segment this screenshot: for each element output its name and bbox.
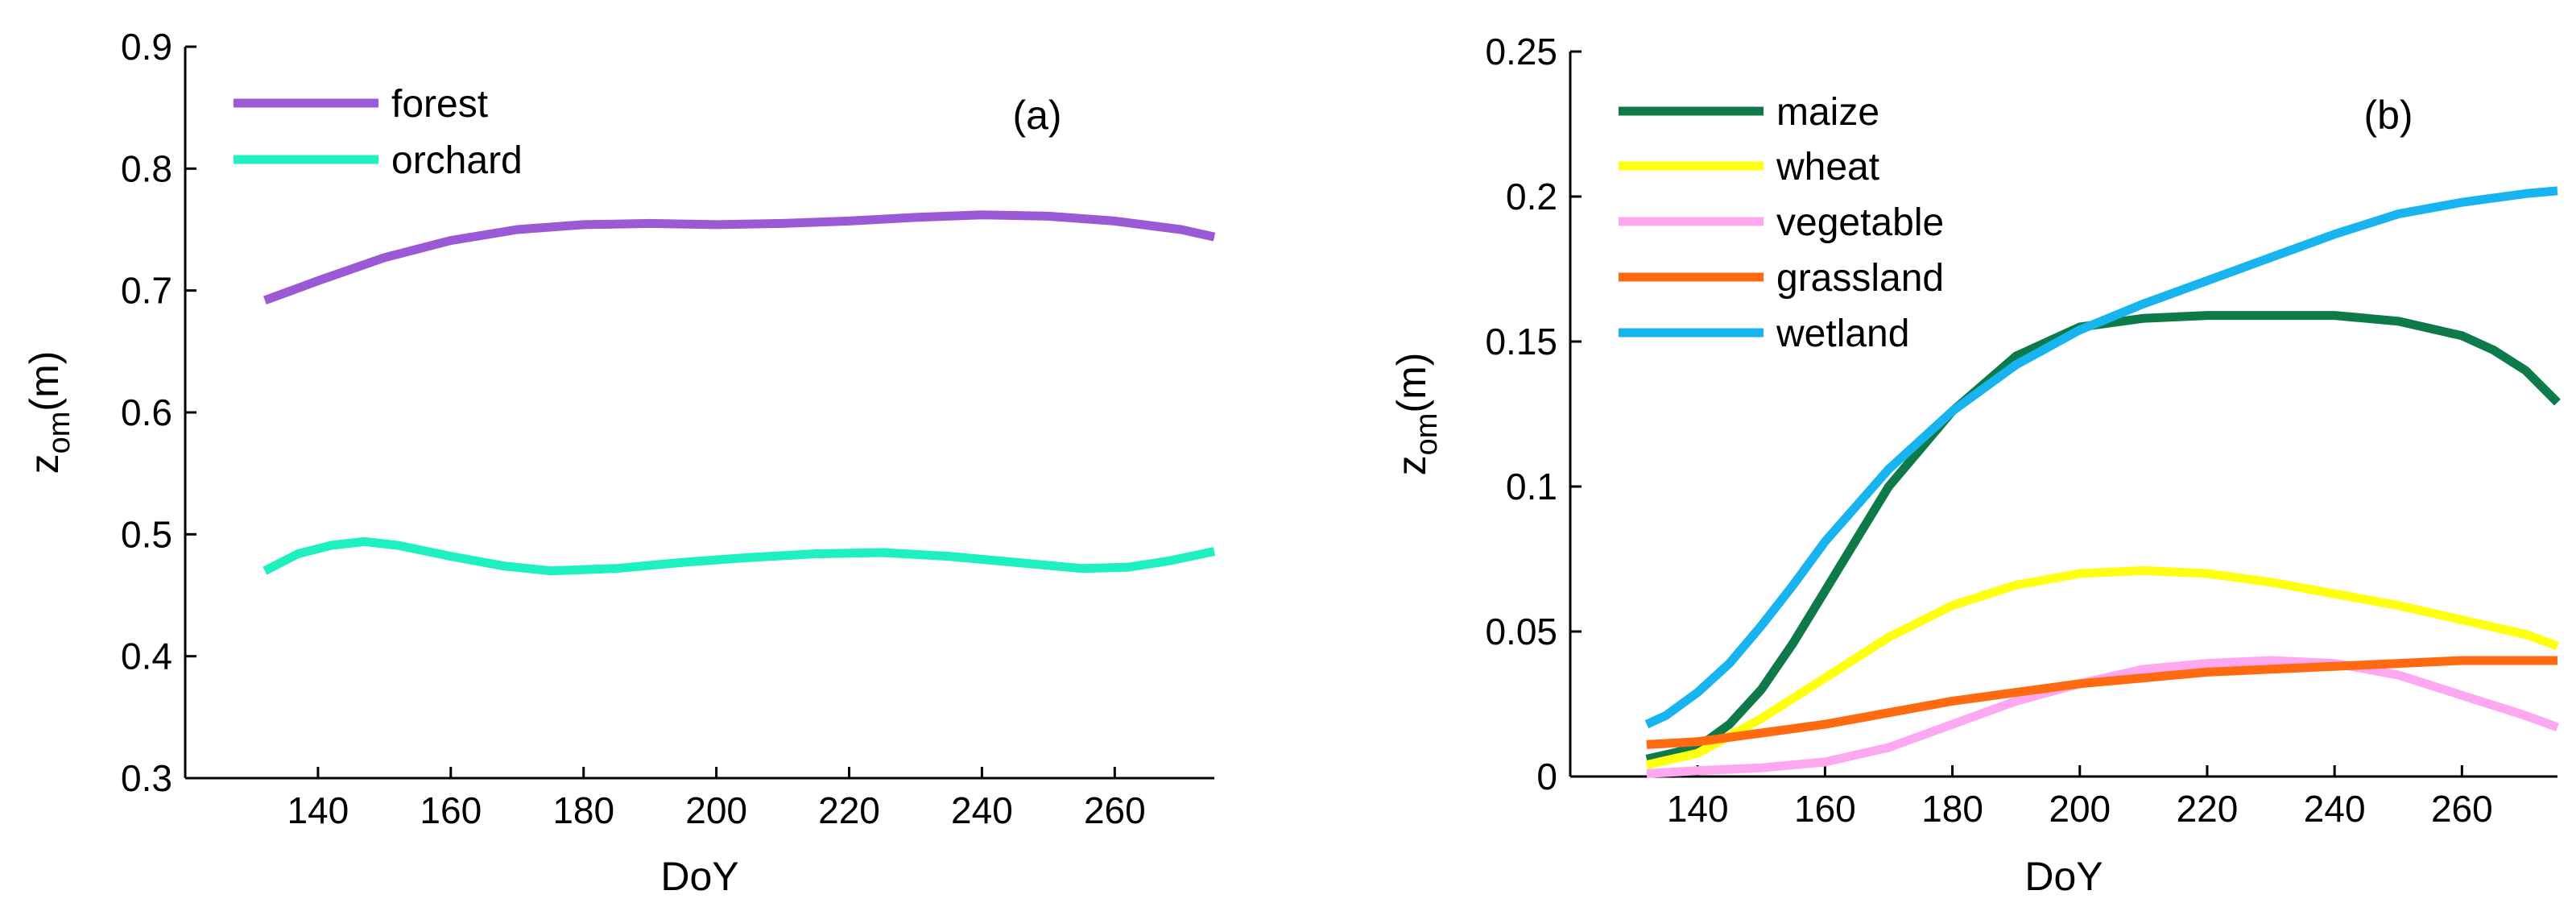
panel-b-label: (b) <box>2363 93 2413 138</box>
panel-b-xtick-label: 220 <box>2177 788 2239 830</box>
series-maize <box>1645 311 2561 764</box>
panel-a-ylabel: zom(m) <box>22 351 76 474</box>
panel-a-x-ticks: 140 160 180 200 220 240 260 <box>287 767 1146 831</box>
panel-b-ytick-label: 0.25 <box>1485 31 1557 72</box>
panel-a-ytick-label: 0.8 <box>121 147 172 189</box>
panel-b-xtick-label: 140 <box>1667 788 1729 830</box>
panel-a-xlabel: DoY <box>660 854 738 899</box>
panel-b-xtick-label: 200 <box>2049 788 2111 830</box>
panel-a-label: (a) <box>1012 93 1061 138</box>
series-wheat <box>1645 565 2559 769</box>
panel-b: 0 0.05 0.1 0.15 0.2 0.25 140 160 180 200 220 240 26… <box>1389 31 2561 899</box>
series-orchard <box>263 536 1216 576</box>
legend-label-orchard: orchard <box>391 139 523 182</box>
panel-a-ytick-label: 0.6 <box>121 391 172 433</box>
panel-a-ylabel-main: z <box>22 454 67 474</box>
panel-b-xlabel: DoY <box>2024 854 2103 899</box>
panel-b-xtick-label: 160 <box>1794 788 1856 830</box>
panel-b-ytick-label: 0.2 <box>1506 176 1557 217</box>
panel-a: 0.3 0.4 0.5 0.6 0.7 0.8 0.9 140 160 180 200 220 240… <box>22 26 1216 899</box>
panel-a-ylabel-unit: (m) <box>22 351 67 412</box>
panel-a-ytick-label: 0.5 <box>121 513 172 555</box>
panel-b-x-ticks: 140 160 180 200 220 240 260 <box>1667 765 2493 830</box>
panel-b-ylabel-sub: om <box>1410 413 1444 456</box>
legend-label-forest: forest <box>391 83 488 126</box>
panel-b-xtick-label: 180 <box>1921 788 1983 830</box>
panel-a-ytick-label: 0.9 <box>121 26 172 68</box>
panel-a-series <box>263 210 1216 576</box>
panel-a-xtick-label: 220 <box>818 789 880 831</box>
panel-b-ylabel-main: z <box>1389 455 1434 475</box>
panel-a-ytick-label: 0.4 <box>121 636 172 677</box>
panel-b-ytick-label: 0.05 <box>1485 611 1557 652</box>
legend-label-wetland: wetland <box>1776 313 1909 355</box>
panel-a-xtick-label: 140 <box>287 789 349 831</box>
panel-b-ytick-label: 0.15 <box>1485 321 1557 362</box>
panel-b-series <box>1644 186 2561 778</box>
panel-b-legend: maize wheat vegetable grassland wetland <box>1619 91 1944 355</box>
panel-a-xtick-label: 240 <box>951 789 1013 831</box>
panel-a-xtick-label: 180 <box>552 789 614 831</box>
panel-b-y-ticks: 0 0.05 0.1 0.15 0.2 0.25 <box>1485 31 1582 797</box>
legend-label-wheat: wheat <box>1776 146 1879 188</box>
panel-a-y-ticks: 0.3 0.4 0.5 0.6 0.7 0.8 0.9 <box>121 26 196 799</box>
series-wetland <box>1644 186 2558 729</box>
panel-a-xtick-label: 200 <box>685 789 747 831</box>
panel-a-ytick-label: 0.7 <box>121 270 172 312</box>
panel-a-xtick-label: 160 <box>420 789 482 831</box>
legend-label-maize: maize <box>1776 91 1879 134</box>
series-forest <box>263 210 1216 304</box>
panel-a-ylabel-sub: om <box>43 412 76 454</box>
panel-b-ylabel-unit: (m) <box>1389 353 1434 413</box>
series-grassland <box>1646 656 2557 749</box>
legend-label-grassland: grassland <box>1776 257 1944 300</box>
panel-a-ytick-label: 0.3 <box>121 757 172 799</box>
panel-b-ytick-label: 0 <box>1536 756 1557 797</box>
panel-b-xtick-label: 240 <box>2304 788 2366 830</box>
panel-b-xtick-label: 260 <box>2431 788 2493 830</box>
panel-b-ytick-label: 0.1 <box>1506 466 1557 507</box>
panel-a-xtick-label: 260 <box>1084 789 1146 831</box>
panel-a-legend: forest orchard <box>234 83 523 182</box>
panel-b-ylabel: zom(m) <box>1389 353 1444 476</box>
legend-label-vegetable: vegetable <box>1776 201 1944 244</box>
